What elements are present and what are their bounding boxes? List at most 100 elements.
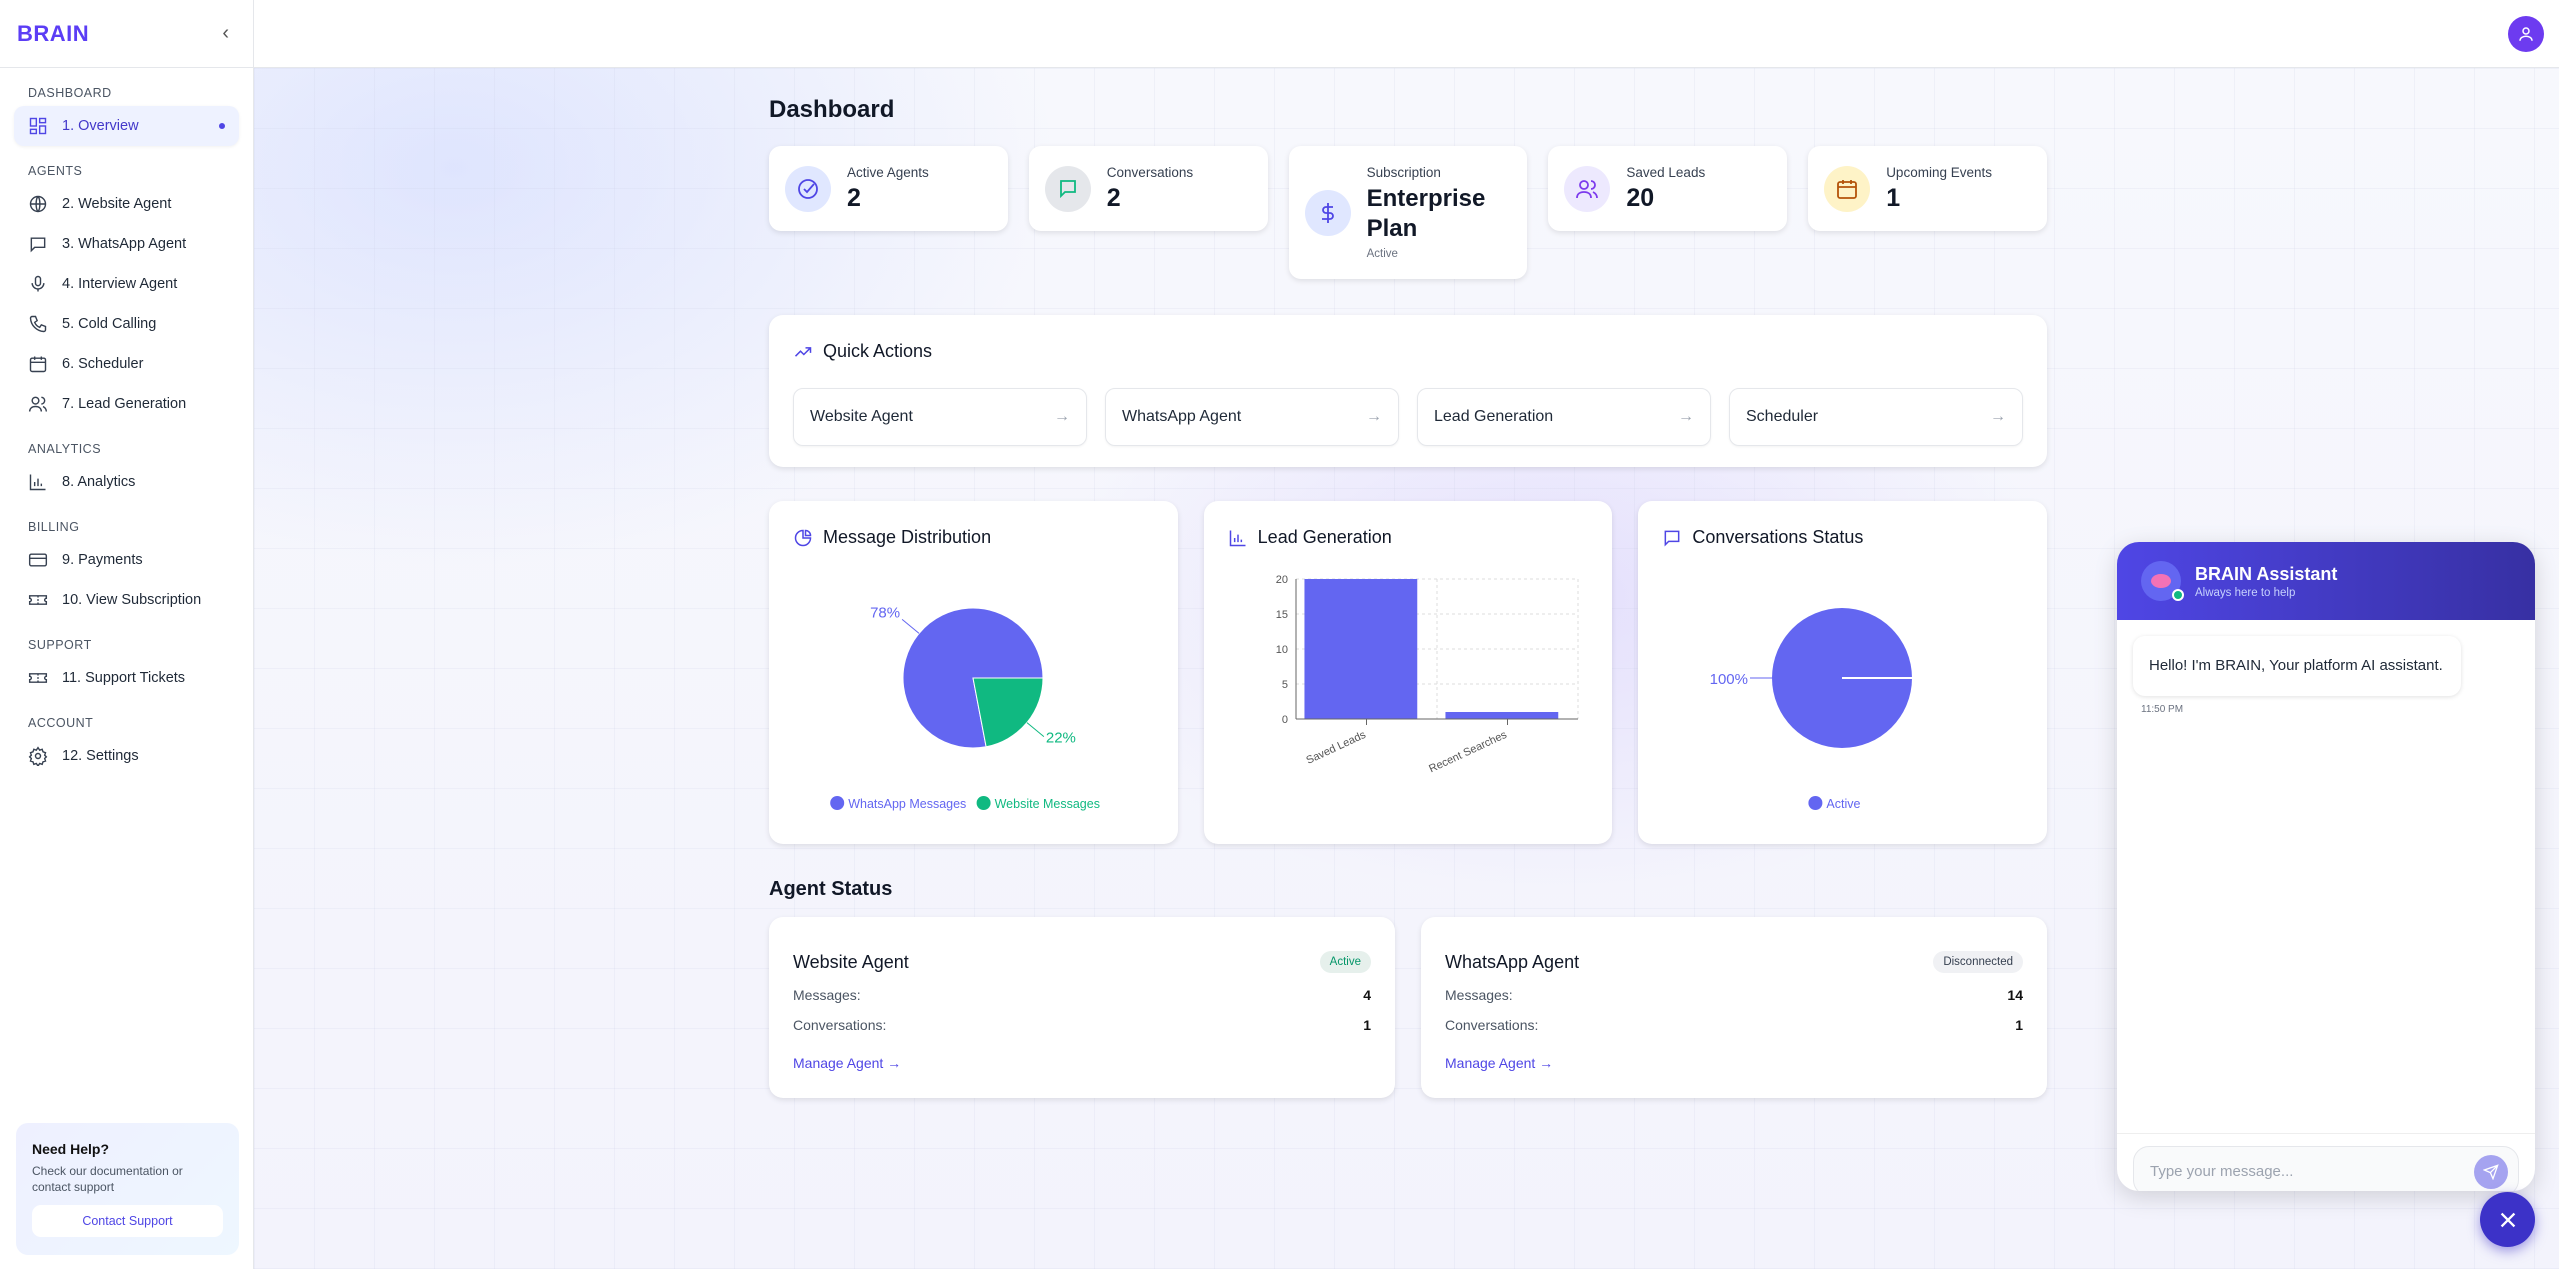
sidebar-header: BRAIN ‹ [0, 0, 253, 68]
user-icon [2519, 27, 2533, 41]
sidebar-item-overview[interactable]: 1. Overview [14, 106, 239, 146]
calendar-icon [29, 356, 47, 373]
dollar-icon [1321, 202, 1334, 223]
contact-support-button[interactable]: Contact Support [32, 1205, 223, 1237]
slice-label: 78% [870, 604, 900, 621]
legend-marker [830, 796, 845, 810]
quick-action-lead-generation[interactable]: Lead Generation → [1417, 388, 1711, 446]
quick-actions-title: Quick Actions [823, 341, 933, 361]
sidebar-item-lead-generation[interactable]: 7. Lead Generation [14, 384, 239, 424]
nav-section-title: BILLING [28, 520, 80, 534]
sidebar-item-interview-agent[interactable]: 4. Interview Agent [14, 264, 239, 304]
nav-section-title: ACCOUNT [28, 716, 94, 730]
arrow-right-icon: → [1054, 408, 1070, 425]
bar-chart-icon [29, 474, 46, 491]
agent-name: WhatsApp Agent [1445, 951, 1580, 972]
quick-action-label: Website Agent [810, 408, 913, 425]
manage-agent-link[interactable]: Manage Agent → [1445, 1055, 1554, 1071]
quick-action-website-agent[interactable]: Website Agent → [793, 388, 1087, 446]
agent-status-row: Website Agent Active Messages: 4 Conversat… [769, 917, 2047, 1098]
stat-icon-badge [1304, 189, 1351, 236]
globe-icon [29, 195, 47, 213]
check-circle-icon [798, 178, 818, 199]
chat-title: BRAIN Assistant [2195, 563, 2338, 584]
sidebar-item-analytics[interactable]: 8. Analytics [14, 462, 239, 502]
main-content: Dashboard Active Agents 2 Conversations … [769, 68, 2048, 1098]
arrow-right-icon: → [1678, 408, 1694, 425]
sidebar-item-label: 3. WhatsApp Agent [62, 236, 187, 252]
slice-label: 22% [1046, 730, 1076, 747]
stat-card-active-agents: Active Agents 2 [769, 146, 1008, 231]
stats-row: Active Agents 2 Conversations 2 Subscrip… [769, 146, 2047, 279]
collapse-sidebar-button[interactable]: ‹ [222, 22, 229, 44]
page-title: Dashboard [769, 96, 895, 123]
nav-section-title: AGENTS [28, 164, 83, 178]
stat-value: 20 [1626, 183, 1655, 212]
conversations-value: 1 [1363, 1017, 1371, 1033]
message-time: 11:50 PM [2141, 704, 2184, 715]
stat-label: Saved Leads [1626, 164, 1706, 180]
online-indicator [2172, 589, 2184, 601]
pie-chart-icon [794, 529, 812, 546]
help-box: Need Help? Check our documentation or co… [16, 1123, 239, 1255]
sidebar-item-cold-calling[interactable]: 5. Cold Calling [14, 304, 239, 344]
messages-label: Messages: [1445, 987, 1513, 1003]
stat-sub: Active [1366, 248, 1398, 260]
sidebar-item-support-tickets[interactable]: 11. Support Tickets [14, 658, 239, 698]
stat-label: Subscription [1366, 165, 1441, 180]
sidebar-item-label: 5. Cold Calling [62, 316, 157, 332]
bar[interactable] [1445, 712, 1558, 719]
charts-row: 78% 22% WhatsApp Messages Website Messages … [769, 501, 2048, 844]
chart-title: Message Distribution [823, 527, 992, 547]
send-button[interactable] [2474, 1155, 2508, 1189]
stat-card-upcoming-events: Upcoming Events 1 [1808, 146, 2047, 231]
nav-section-title: SUPPORT [28, 638, 92, 652]
nav-section-title: DASHBOARD [28, 86, 112, 100]
brain-icon [2151, 574, 2171, 588]
close-chat-button[interactable] [2480, 1192, 2535, 1247]
active-indicator [219, 123, 225, 129]
close-icon [2500, 1212, 2515, 1227]
label-line [1026, 722, 1045, 738]
quick-action-label: Scheduler [1746, 408, 1819, 425]
chat-subtitle: Always here to help [2195, 586, 2296, 599]
y-tick-label: 15 [1275, 609, 1287, 621]
message-icon [1059, 179, 1076, 198]
sidebar-item-view-subscription[interactable]: 10. View Subscription [14, 580, 239, 620]
stat-card-saved-leads: Saved Leads 20 [1548, 146, 1788, 231]
manage-agent-link[interactable]: Manage Agent → [793, 1055, 902, 1071]
sidebar-item-label: 1. Overview [62, 118, 139, 134]
mic-icon [31, 275, 45, 292]
label-line [901, 618, 920, 634]
help-title: Need Help? [32, 1141, 110, 1157]
sidebar-item-label: 7. Lead Generation [62, 396, 187, 412]
agent-name: Website Agent [793, 951, 909, 972]
stat-icon-badge [785, 165, 831, 212]
sidebar-item-label: 10. View Subscription [62, 592, 202, 608]
quick-action-whatsapp-agent[interactable]: WhatsApp Agent → [1105, 388, 1399, 446]
sidebar-item-settings[interactable]: 12. Settings [14, 736, 239, 776]
pie-slice[interactable] [972, 677, 1044, 748]
ticket-icon [28, 595, 48, 605]
quick-action-scheduler[interactable]: Scheduler → [1729, 388, 2023, 446]
arrow-right-icon: → [1366, 408, 1382, 425]
stat-card-subscription: Subscription Enterprise Plan Active [1288, 146, 1528, 279]
users-icon [28, 396, 48, 412]
agent-card-website-agent: Website Agent Active Messages: 4 Conversat… [769, 917, 1395, 1098]
send-icon [2483, 1164, 2499, 1180]
arrow-right-icon: → [1990, 408, 2006, 425]
conversations-label: Conversations: [793, 1017, 887, 1033]
sidebar-item-payments[interactable]: 9. Payments [14, 540, 239, 580]
sidebar-item-website-agent[interactable]: 2. Website Agent [14, 184, 239, 224]
sidebar-item-whatsapp-agent[interactable]: 3. WhatsApp Agent [14, 224, 239, 264]
chat-input[interactable]: Type your message... [2133, 1146, 2519, 1191]
chat-header: BRAIN Assistant Always here to help [2117, 542, 2535, 620]
user-avatar-button[interactable] [2508, 16, 2544, 52]
trending-up-icon [794, 346, 812, 357]
legend-label: Active [1827, 797, 1861, 811]
conversations-label: Conversations: [1445, 1017, 1539, 1033]
sidebar-item-scheduler[interactable]: 6. Scheduler [14, 344, 239, 384]
layout-grid-icon [29, 117, 47, 135]
assistant-message: Hello! I'm BRAIN, Your platform AI assis… [2133, 636, 2461, 696]
bar[interactable] [1304, 579, 1417, 719]
